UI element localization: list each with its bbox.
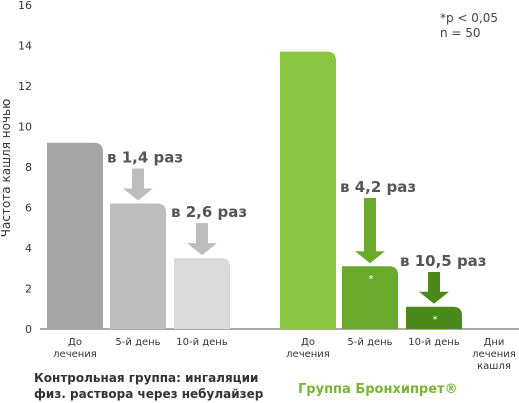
y-tick-label: 6 xyxy=(25,202,32,215)
x-axis-label-line: Дни xyxy=(484,337,505,348)
reduction-arrow xyxy=(187,223,217,256)
control-group-label: физ. раствора через небулайзер xyxy=(34,387,264,401)
bars: ** xyxy=(47,51,462,329)
group-labels: Контрольная группа: ингаляции физ. раство… xyxy=(34,371,458,401)
bar xyxy=(47,142,103,329)
x-category-label: лечения xyxy=(53,349,97,360)
bar xyxy=(406,306,462,329)
x-axis-label-line: кашля xyxy=(477,361,511,372)
bar xyxy=(110,203,166,329)
control-group-label: Контрольная группа: ингаляции xyxy=(34,371,258,385)
x-category-label: До xyxy=(301,337,315,348)
bar xyxy=(342,266,398,329)
y-axis-label: Частота кашля ночью xyxy=(0,99,13,237)
x-category-label: 5-й день xyxy=(115,337,160,348)
x-axis-label: Дни лечения кашля xyxy=(472,337,516,372)
reduction-arrow xyxy=(419,272,449,304)
annotation-line: n = 50 xyxy=(440,26,481,40)
reduction-factor-label: в 10,5 раз xyxy=(400,252,487,270)
bar xyxy=(280,51,336,329)
y-tick-label: 0 xyxy=(25,323,32,336)
x-axis-label-line: лечения xyxy=(472,349,516,360)
x-category-label: лечения xyxy=(286,349,330,360)
y-tick-label: 14 xyxy=(18,40,32,53)
x-category-label: 10-й день xyxy=(176,337,228,348)
annotation-line: *p < 0,05 xyxy=(440,11,498,25)
reduction-arrows: в 1,4 раз в 2,6 раз в 4,2 раз в 10,5 раз xyxy=(107,148,487,304)
y-tick-label: 2 xyxy=(25,283,32,296)
y-tick-label: 8 xyxy=(25,161,32,174)
y-tick-label: 12 xyxy=(18,80,32,93)
x-category-label: До xyxy=(68,337,82,348)
significance-note: *p < 0,05n = 50 xyxy=(440,11,498,40)
reduction-factor-label: в 4,2 раз xyxy=(340,178,416,196)
significance-star: * xyxy=(433,315,438,326)
reduction-factor-label: в 1,4 раз xyxy=(107,148,183,166)
reduction-arrow xyxy=(123,168,153,201)
significance-star: * xyxy=(369,274,374,285)
reduction-factor-label: в 2,6 раз xyxy=(171,203,247,221)
bronchipret-group-label: Группа Бронхипрет® xyxy=(298,382,458,397)
reduction-arrow xyxy=(355,198,385,264)
y-tick-label: 10 xyxy=(18,121,32,134)
y-tick-label: 16 xyxy=(18,0,32,12)
y-axis-ticks: 0 2 4 6 8 10 12 14 16 xyxy=(18,0,32,336)
x-category-label: 5-й день xyxy=(347,337,392,348)
bar xyxy=(174,258,230,329)
x-category-label: 10-й день xyxy=(408,337,460,348)
y-tick-label: 4 xyxy=(25,242,32,255)
